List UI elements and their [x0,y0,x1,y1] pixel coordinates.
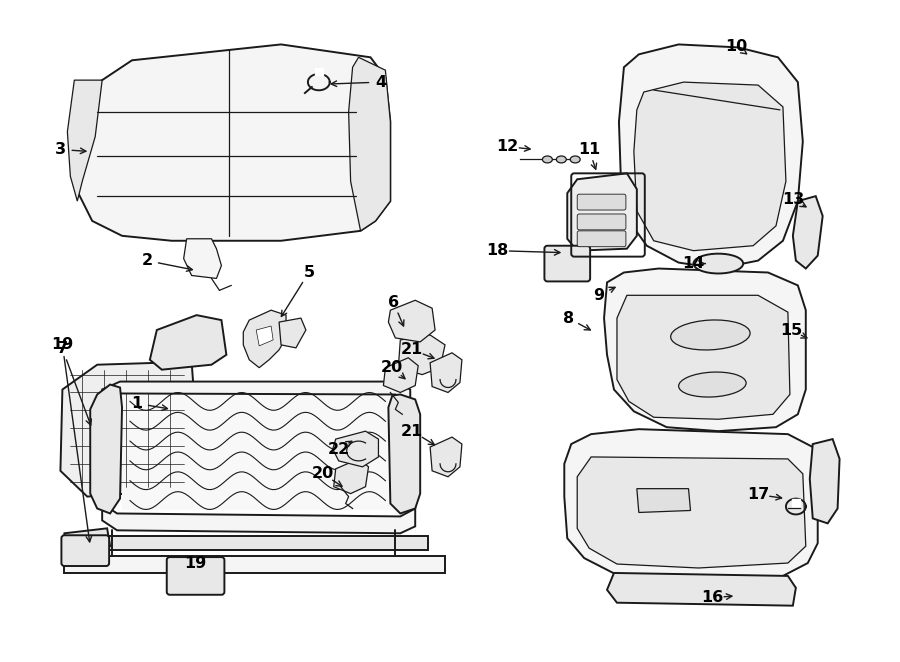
Polygon shape [810,439,840,524]
Polygon shape [103,504,415,534]
Ellipse shape [556,156,566,163]
Polygon shape [68,80,103,201]
Polygon shape [430,437,462,477]
Polygon shape [389,395,420,514]
Text: 4: 4 [375,75,386,89]
Text: 8: 8 [562,310,574,326]
Text: 19: 19 [51,338,74,352]
Text: 18: 18 [487,243,508,258]
Polygon shape [256,326,273,346]
Polygon shape [90,385,122,514]
Polygon shape [243,310,286,367]
Text: 6: 6 [388,295,399,310]
Text: 9: 9 [593,288,605,303]
Polygon shape [399,335,445,375]
Text: 1: 1 [131,396,142,411]
Text: 12: 12 [497,139,518,154]
Polygon shape [567,173,637,251]
Polygon shape [604,269,806,431]
Text: 11: 11 [578,142,600,157]
Polygon shape [617,295,790,419]
Polygon shape [122,389,395,510]
Text: 19: 19 [184,555,207,571]
FancyBboxPatch shape [166,557,224,594]
Text: 2: 2 [141,253,152,268]
Polygon shape [634,82,786,251]
Ellipse shape [694,254,743,273]
FancyBboxPatch shape [577,231,625,247]
Polygon shape [793,196,823,269]
Text: 16: 16 [701,591,724,605]
Ellipse shape [543,156,553,163]
FancyBboxPatch shape [61,536,109,566]
Text: 7: 7 [57,342,68,356]
Ellipse shape [679,372,746,397]
Polygon shape [333,431,378,467]
Polygon shape [389,301,435,342]
Polygon shape [383,357,418,393]
Polygon shape [150,315,227,369]
Polygon shape [65,528,110,550]
Polygon shape [577,457,806,568]
Text: 20: 20 [382,360,403,375]
Polygon shape [334,459,368,494]
Text: 17: 17 [747,487,770,502]
Polygon shape [65,556,445,573]
Text: 14: 14 [682,256,705,271]
Text: 21: 21 [401,424,423,439]
Polygon shape [80,536,428,550]
Polygon shape [430,353,462,393]
Polygon shape [348,58,391,231]
Text: 10: 10 [725,39,747,54]
Text: 21: 21 [401,342,423,357]
Polygon shape [619,44,803,269]
Polygon shape [75,44,391,241]
Text: 15: 15 [779,322,802,338]
FancyBboxPatch shape [577,194,625,210]
Ellipse shape [571,156,580,163]
FancyBboxPatch shape [544,246,590,281]
Polygon shape [103,381,410,399]
Text: 13: 13 [782,191,804,207]
Polygon shape [279,318,306,348]
FancyBboxPatch shape [577,214,625,230]
Polygon shape [60,361,196,496]
Text: 3: 3 [55,142,66,157]
Polygon shape [637,489,690,512]
Ellipse shape [670,320,750,350]
Text: 22: 22 [328,442,350,457]
Text: 20: 20 [311,466,334,481]
Polygon shape [607,573,796,606]
Polygon shape [564,429,818,580]
Text: 5: 5 [303,265,314,280]
Polygon shape [792,498,800,506]
Polygon shape [184,239,221,279]
Polygon shape [315,68,323,75]
